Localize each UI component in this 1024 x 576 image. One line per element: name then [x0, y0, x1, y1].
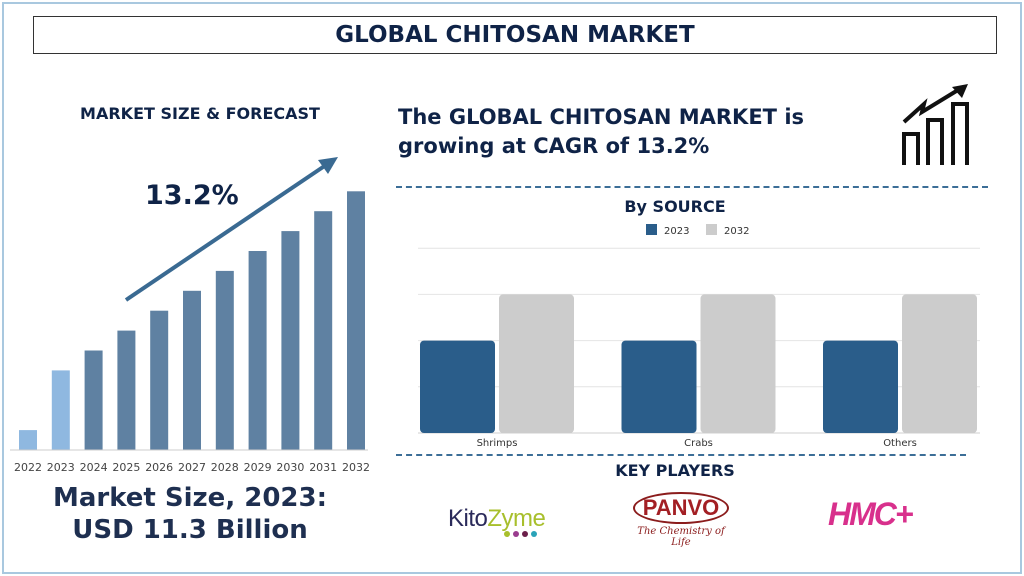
bar-2024: [84, 350, 103, 450]
panvo-logo: PANVO The Chemistry of Life: [633, 492, 729, 548]
market-size-label: Market Size, 2023:: [52, 483, 328, 513]
tick-label-2022: 2022: [14, 461, 42, 474]
market-size-heading: MARKET SIZE & FORECAST: [80, 104, 320, 123]
bar-2032: [347, 191, 365, 451]
market-size-chart: 2022 2023 2024 2025 2026 2027 2028 2029 2030 2031…: [10, 157, 370, 474]
tick-label-2026: 2026: [145, 461, 173, 474]
source-chart: 2023 2032 Shrimps Crabs Others: [418, 224, 980, 449]
legend-swatch-2032: [706, 224, 717, 235]
divider: [396, 186, 988, 188]
legend-swatch-2023: [646, 224, 657, 235]
headline: The GLOBAL CHITOSAN MARKET is growing at…: [398, 105, 805, 158]
bar-2031: [314, 211, 333, 450]
market-size-text: Market Size, 2023: USD 11.3 Billion: [20, 482, 360, 546]
tick-label-2027: 2027: [178, 461, 206, 474]
bar-2028: [215, 270, 234, 450]
key-players-heading: KEY PLAYERS: [615, 461, 735, 480]
growth-chart-icon: [902, 84, 969, 165]
category-label-Shrimps: Shrimps: [477, 438, 518, 449]
bar-Shrimps-2023: [420, 340, 495, 433]
kitozyme-logo: KitoZyme: [448, 505, 546, 537]
legend-label-2032: 2032: [724, 226, 749, 237]
bar-2027: [183, 290, 201, 450]
bar-Others-2032: [902, 294, 977, 433]
tick-label-2024: 2024: [80, 461, 108, 474]
cagr-value: 13.2%: [145, 180, 239, 211]
bar-2022: [19, 430, 37, 450]
bar-2025: [117, 330, 136, 450]
bar-2026: [150, 310, 169, 450]
bar-Shrimps-2032: [499, 294, 574, 433]
category-label-Others: Others: [883, 438, 917, 449]
tick-label-2031: 2031: [309, 461, 337, 474]
bar-2030: [281, 231, 300, 450]
category-label-Crabs: Crabs: [684, 438, 713, 449]
legend-label-2023: 2023: [664, 226, 689, 237]
market-size-value: USD 11.3 Billion: [72, 515, 308, 545]
tick-label-2029: 2029: [244, 461, 272, 474]
bar-Crabs-2023: [621, 340, 697, 433]
tick-label-2025: 2025: [112, 461, 140, 474]
bar-Others-2023: [823, 340, 898, 433]
tick-label-2032: 2032: [342, 461, 370, 474]
page-title: GLOBAL CHITOSAN MARKET: [33, 16, 997, 54]
bar-2029: [248, 251, 267, 450]
trend-arrow-icon: [124, 157, 338, 302]
bar-2023: [51, 370, 70, 450]
tick-label-2023: 2023: [47, 461, 75, 474]
divider: [396, 454, 966, 456]
tick-label-2028: 2028: [211, 461, 239, 474]
tick-label-2030: 2030: [276, 461, 304, 474]
bar-Crabs-2032: [700, 294, 776, 433]
hmc-logo: HMC+: [828, 496, 914, 532]
source-chart-title: By SOURCE: [624, 197, 726, 216]
